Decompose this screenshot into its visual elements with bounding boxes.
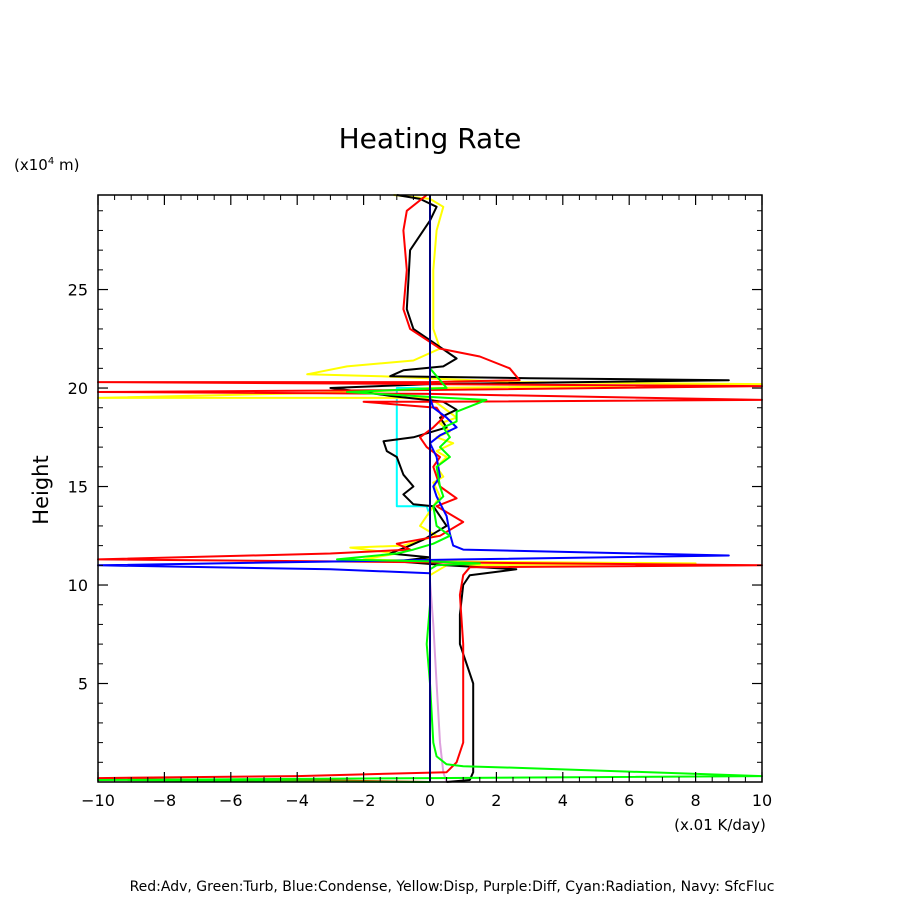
series-line-cyan-radiation — [395, 195, 431, 782]
y-tick-label: 25 — [68, 281, 88, 300]
series-line-green-turb — [97, 195, 763, 783]
x-tick-label: 10 — [752, 791, 772, 810]
y-axis-label: Height — [29, 455, 53, 524]
chart-title: Heating Rate — [339, 122, 522, 155]
x-tick-label: −2 — [352, 791, 376, 810]
legend-text: Red:Adv, Green:Turb, Blue:Condense, Yell… — [130, 879, 775, 895]
y-tick-label: 15 — [68, 478, 88, 497]
y-tick-label: 10 — [68, 576, 88, 595]
x-tick-label: −10 — [81, 791, 115, 810]
x-tick-label: −8 — [153, 791, 177, 810]
x-tick-label: 6 — [624, 791, 634, 810]
x-tick-label: 8 — [691, 791, 701, 810]
x-tick-label: 2 — [491, 791, 501, 810]
series-line-black — [329, 194, 730, 783]
y-tick-label: 20 — [68, 379, 88, 398]
x-tick-label: 0 — [425, 791, 435, 810]
x-axis-label: (x.01 K/day) — [674, 816, 766, 834]
x-tick-label: 4 — [558, 791, 568, 810]
series-line-blue-condense — [97, 195, 730, 782]
series-group — [97, 194, 763, 783]
x-tick-label: −6 — [219, 791, 243, 810]
y-axis-unit: (x104 m) — [14, 156, 79, 174]
plot-frame — [97, 194, 763, 783]
y-unit-suffix: m) — [54, 156, 79, 174]
x-tick-label: −4 — [285, 791, 309, 810]
axis-ticks: −10 −8 −6 −4 −2 0 2 4 6 8 10 5 10 15 20 25 — [68, 195, 772, 810]
y-tick-label: 5 — [78, 675, 88, 694]
y-unit-prefix: (x10 — [14, 156, 48, 174]
y-unit-exponent: 4 — [48, 156, 54, 167]
